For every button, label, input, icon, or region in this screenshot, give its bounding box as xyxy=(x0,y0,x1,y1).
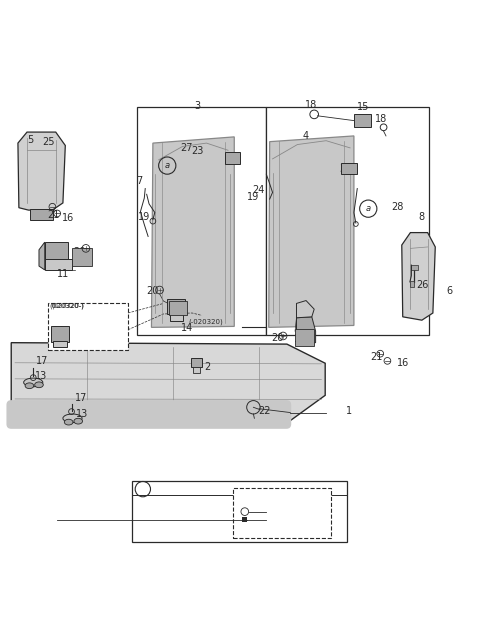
Text: 15: 15 xyxy=(357,102,370,112)
FancyBboxPatch shape xyxy=(233,488,331,538)
Bar xyxy=(410,281,414,287)
Text: a: a xyxy=(366,204,371,213)
Text: 28: 28 xyxy=(391,202,403,212)
Text: 13: 13 xyxy=(35,371,48,381)
Ellipse shape xyxy=(24,378,43,387)
Text: 2: 2 xyxy=(204,362,211,372)
Text: 18: 18 xyxy=(305,100,317,110)
Text: 29: 29 xyxy=(335,520,348,530)
Bar xyxy=(242,517,247,522)
Text: 25: 25 xyxy=(42,136,55,146)
Text: 16: 16 xyxy=(396,358,409,368)
Text: 8: 8 xyxy=(419,212,425,222)
Polygon shape xyxy=(152,137,234,327)
Polygon shape xyxy=(297,317,316,342)
Text: 14: 14 xyxy=(181,323,193,333)
Polygon shape xyxy=(45,242,68,259)
Ellipse shape xyxy=(74,418,83,424)
Text: 20: 20 xyxy=(147,287,159,297)
Bar xyxy=(132,481,347,541)
Polygon shape xyxy=(295,329,314,346)
Text: 19: 19 xyxy=(247,192,260,202)
Polygon shape xyxy=(72,248,92,266)
Text: 29: 29 xyxy=(270,515,280,524)
Text: 31: 31 xyxy=(339,165,351,175)
Bar xyxy=(225,152,240,163)
Text: 30: 30 xyxy=(336,511,348,521)
Polygon shape xyxy=(402,233,435,320)
Polygon shape xyxy=(11,342,325,423)
Text: 17: 17 xyxy=(36,356,48,366)
Bar xyxy=(51,326,69,342)
Text: (020320-): (020320-) xyxy=(51,302,84,309)
Text: 16: 16 xyxy=(61,213,74,223)
Text: (-020320): (-020320) xyxy=(188,319,223,325)
Polygon shape xyxy=(39,242,45,270)
Text: a: a xyxy=(141,485,145,494)
Bar xyxy=(411,265,418,270)
Text: o—  10(-010703): o— 10(-010703) xyxy=(140,515,204,524)
Text: $\nearrow$—  9(-010703): $\nearrow$— 9(-010703) xyxy=(140,502,205,515)
Ellipse shape xyxy=(35,382,43,387)
Text: 3: 3 xyxy=(194,101,200,111)
Text: 23: 23 xyxy=(192,146,204,156)
Ellipse shape xyxy=(63,414,82,423)
Text: 26: 26 xyxy=(417,280,429,290)
Text: 1: 1 xyxy=(346,406,352,416)
Text: 21: 21 xyxy=(370,352,383,362)
Text: 4: 4 xyxy=(303,131,309,141)
Bar xyxy=(137,107,266,334)
Text: 12: 12 xyxy=(294,334,306,344)
Text: 20: 20 xyxy=(271,333,284,343)
Text: a: a xyxy=(165,161,170,170)
Ellipse shape xyxy=(25,383,34,389)
Bar xyxy=(266,107,429,334)
Text: 27: 27 xyxy=(180,143,192,153)
Bar xyxy=(354,114,371,127)
Text: 20: 20 xyxy=(73,247,86,257)
Text: 19: 19 xyxy=(138,212,150,222)
Polygon shape xyxy=(45,259,72,270)
Text: 18: 18 xyxy=(375,114,387,124)
Text: 30: 30 xyxy=(270,507,280,516)
FancyBboxPatch shape xyxy=(48,304,128,351)
Text: 13: 13 xyxy=(76,409,88,419)
Text: 24: 24 xyxy=(252,185,264,195)
Polygon shape xyxy=(269,136,354,327)
Bar xyxy=(30,209,53,220)
FancyBboxPatch shape xyxy=(6,400,291,429)
Bar xyxy=(193,367,200,373)
Ellipse shape xyxy=(64,419,73,425)
Polygon shape xyxy=(18,132,65,210)
Text: 5: 5 xyxy=(27,135,34,145)
Polygon shape xyxy=(169,301,187,316)
Text: 6: 6 xyxy=(446,287,452,297)
Text: 11: 11 xyxy=(57,269,69,279)
Bar xyxy=(53,341,67,347)
Bar xyxy=(167,299,185,314)
Text: (010703-): (010703-) xyxy=(238,494,273,501)
Text: 14: 14 xyxy=(53,326,65,336)
Text: 21: 21 xyxy=(47,210,60,220)
Bar xyxy=(191,358,202,367)
Bar xyxy=(169,314,183,321)
Polygon shape xyxy=(297,300,314,318)
Text: 17: 17 xyxy=(75,393,87,403)
Text: 22: 22 xyxy=(259,406,271,416)
Text: (020320-): (020320-) xyxy=(49,302,84,309)
Text: 7: 7 xyxy=(136,177,143,187)
Text: 31: 31 xyxy=(228,156,240,166)
Bar xyxy=(341,163,357,174)
